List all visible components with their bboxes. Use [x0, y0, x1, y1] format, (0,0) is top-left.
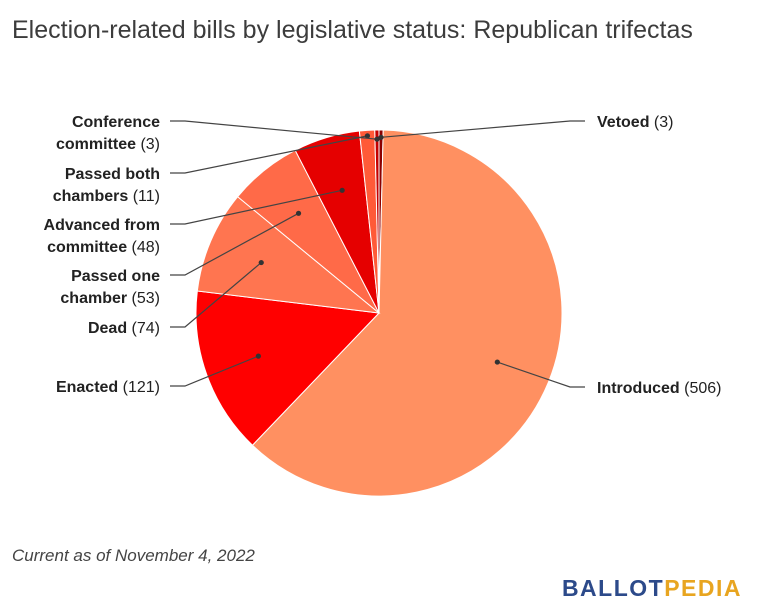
slice-label-passed-both-chambers: Passed both chambers (11) — [53, 166, 160, 205]
leader-line-advanced-from-committee — [170, 189, 343, 225]
leader-line-passed-both-chambers — [170, 135, 368, 174]
leader-dot-introduced — [494, 359, 500, 365]
slice-label-dead: Dead (74) — [88, 320, 160, 337]
pie-slice-enacted — [195, 290, 381, 446]
pie-slice-dead — [196, 196, 381, 314]
leader-dot-conference-committee — [374, 136, 380, 142]
slice-label-enacted: Enacted (121) — [56, 379, 160, 396]
leader-dot-advanced-from-committee — [339, 187, 345, 193]
current-as-of-note: Current as of November 4, 2022 — [12, 546, 255, 565]
slice-label-passed-one-chamber: Passed one chamber (53) — [60, 268, 160, 307]
slice-label-introduced: Introduced (506) — [597, 380, 721, 397]
slice-label-advanced-from-committee: Advanced from committee (48) — [44, 217, 160, 256]
pie-slice-conference-committee — [374, 129, 380, 314]
leader-dot-vetoed — [378, 134, 384, 140]
ballotpedia-logo: BALLOTPEDIA — [562, 575, 742, 602]
slice-label-conference-committee: Conference committee (3) — [56, 114, 160, 153]
leader-dot-passed-one-chamber — [295, 210, 302, 216]
leader-line-passed-one-chamber — [170, 212, 299, 276]
leader-line-dead — [170, 262, 262, 328]
logo-part-pedia: PEDIA — [664, 575, 742, 601]
leader-line-vetoed — [380, 120, 585, 138]
leader-dot-dead — [258, 259, 264, 266]
leader-dot-passed-both-chambers — [364, 133, 371, 139]
pie-slice-introduced — [251, 129, 563, 497]
chart-title: Election-related bills by legislative st… — [12, 16, 693, 44]
leader-dot-enacted — [255, 353, 261, 359]
slice-label-vetoed: Vetoed (3) — [597, 114, 673, 131]
leader-line-introduced — [497, 361, 585, 388]
leader-line-conference-committee — [170, 120, 378, 140]
leader-line-enacted — [170, 355, 259, 387]
logo-part-ballot: BALLOT — [561, 575, 665, 601]
